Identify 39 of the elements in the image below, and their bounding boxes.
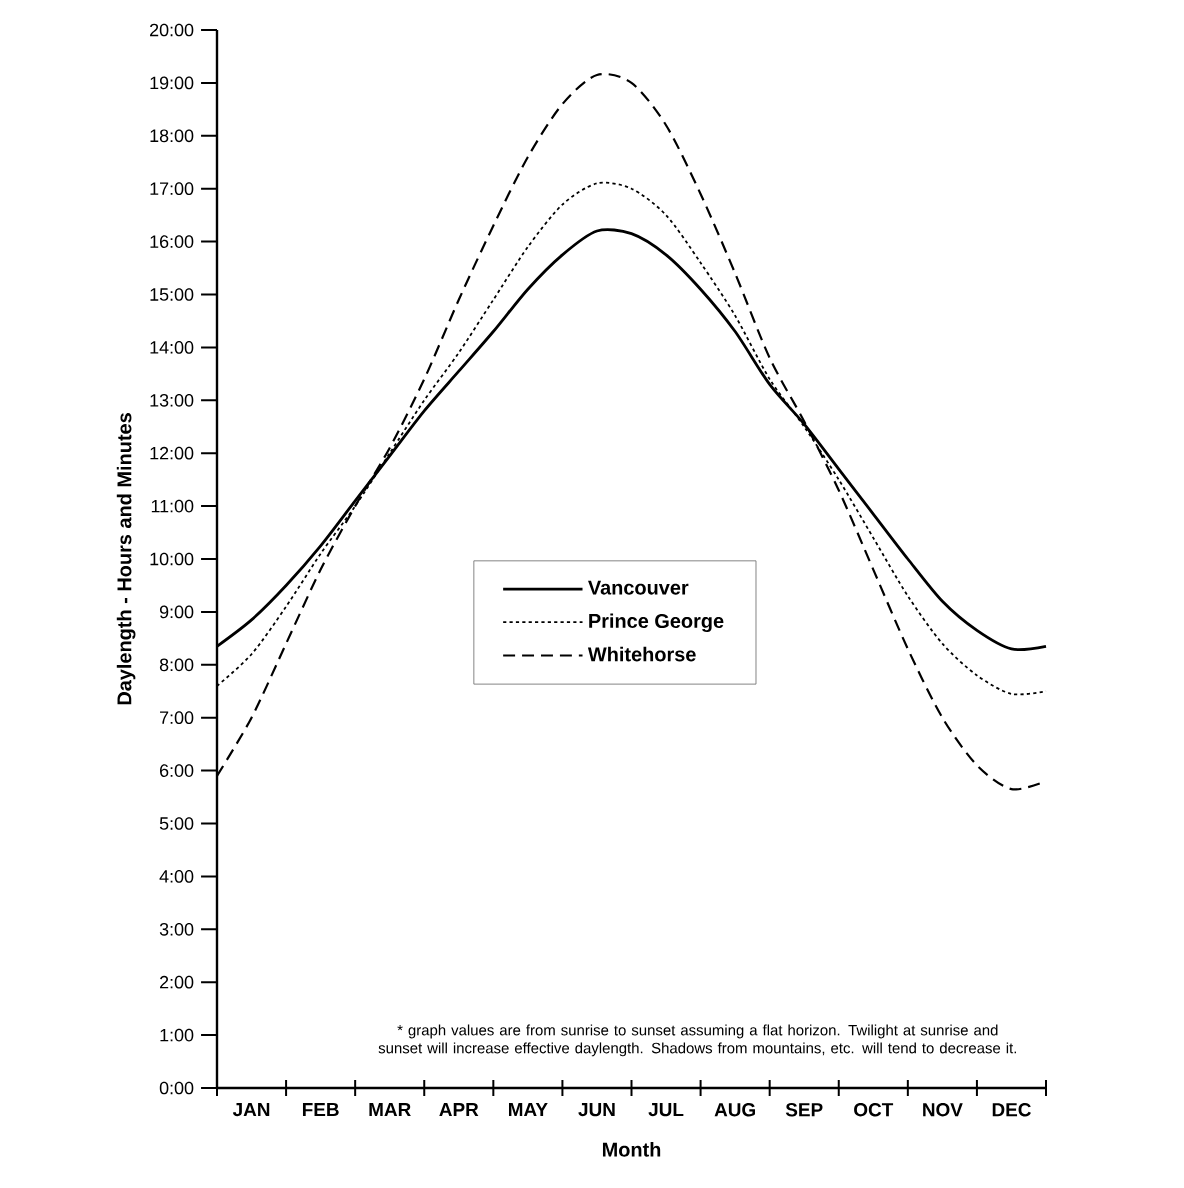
y-tick-label: 12:00 — [150, 446, 194, 460]
y-tick-label: 15:00 — [150, 288, 194, 301]
y-tick-label: 19:00 — [150, 76, 194, 90]
x-tick-label: OCT — [854, 1103, 894, 1117]
y-tick-label: 16:00 — [150, 235, 194, 248]
x-tick-label: JUN — [578, 1103, 615, 1117]
y-tick-label: 10:00 — [150, 552, 194, 566]
y-axis-title: Daylength - Hours and Minutes — [116, 413, 136, 705]
x-tick-label: APR — [439, 1103, 479, 1117]
x-axis-title: Month — [602, 1142, 661, 1157]
legend-label: Prince George — [589, 613, 724, 633]
x-tick-label: AUG — [714, 1103, 755, 1117]
y-tick-label: 6:00 — [160, 764, 194, 777]
x-tick-label: SEP — [785, 1103, 823, 1117]
y-tick-label: 9:00 — [159, 605, 194, 619]
x-tick-label: JUL — [648, 1103, 684, 1117]
y-tick-label: 13:00 — [150, 393, 194, 407]
y-tick-label: 5:00 — [159, 817, 194, 830]
y-tick-label: 17:00 — [150, 182, 194, 196]
legend-label: Vancouver — [588, 580, 689, 595]
y-tick-label: 1:00 — [160, 1028, 194, 1042]
x-tick-label: DEC — [992, 1103, 1031, 1117]
annotation: * graph values are from sunrise to sunset assuming a flat horizon. Twilight at sunrise and sunset will increase effective daylength. Shadows from mountains, etc. will tend to decrease it. — [378, 1024, 1017, 1057]
y-tick-label: 18:00 — [150, 129, 194, 143]
x-tick-label: MAR — [369, 1103, 411, 1117]
x-tick-label: MAY — [509, 1103, 548, 1117]
y-tick-label: 11:00 — [151, 499, 194, 513]
y-tick-label: 4:00 — [159, 870, 194, 883]
x-tick-label: JAN — [232, 1103, 270, 1117]
y-tick-label: 3:00 — [159, 922, 194, 936]
y-tick-label: 0:00 — [159, 1081, 194, 1095]
x-tick-label: FEB — [302, 1103, 339, 1117]
y-tick-label: 8:00 — [159, 658, 194, 672]
y-tick-label: 7:00 — [160, 711, 194, 725]
legend-label: Whitehorse — [587, 646, 696, 662]
x-tick-label: NOV — [923, 1103, 963, 1117]
y-tick-label: 2:00 — [160, 975, 194, 989]
y-tick-label: 20:00 — [150, 23, 194, 37]
y-tick-label: 14:00 — [150, 341, 194, 354]
